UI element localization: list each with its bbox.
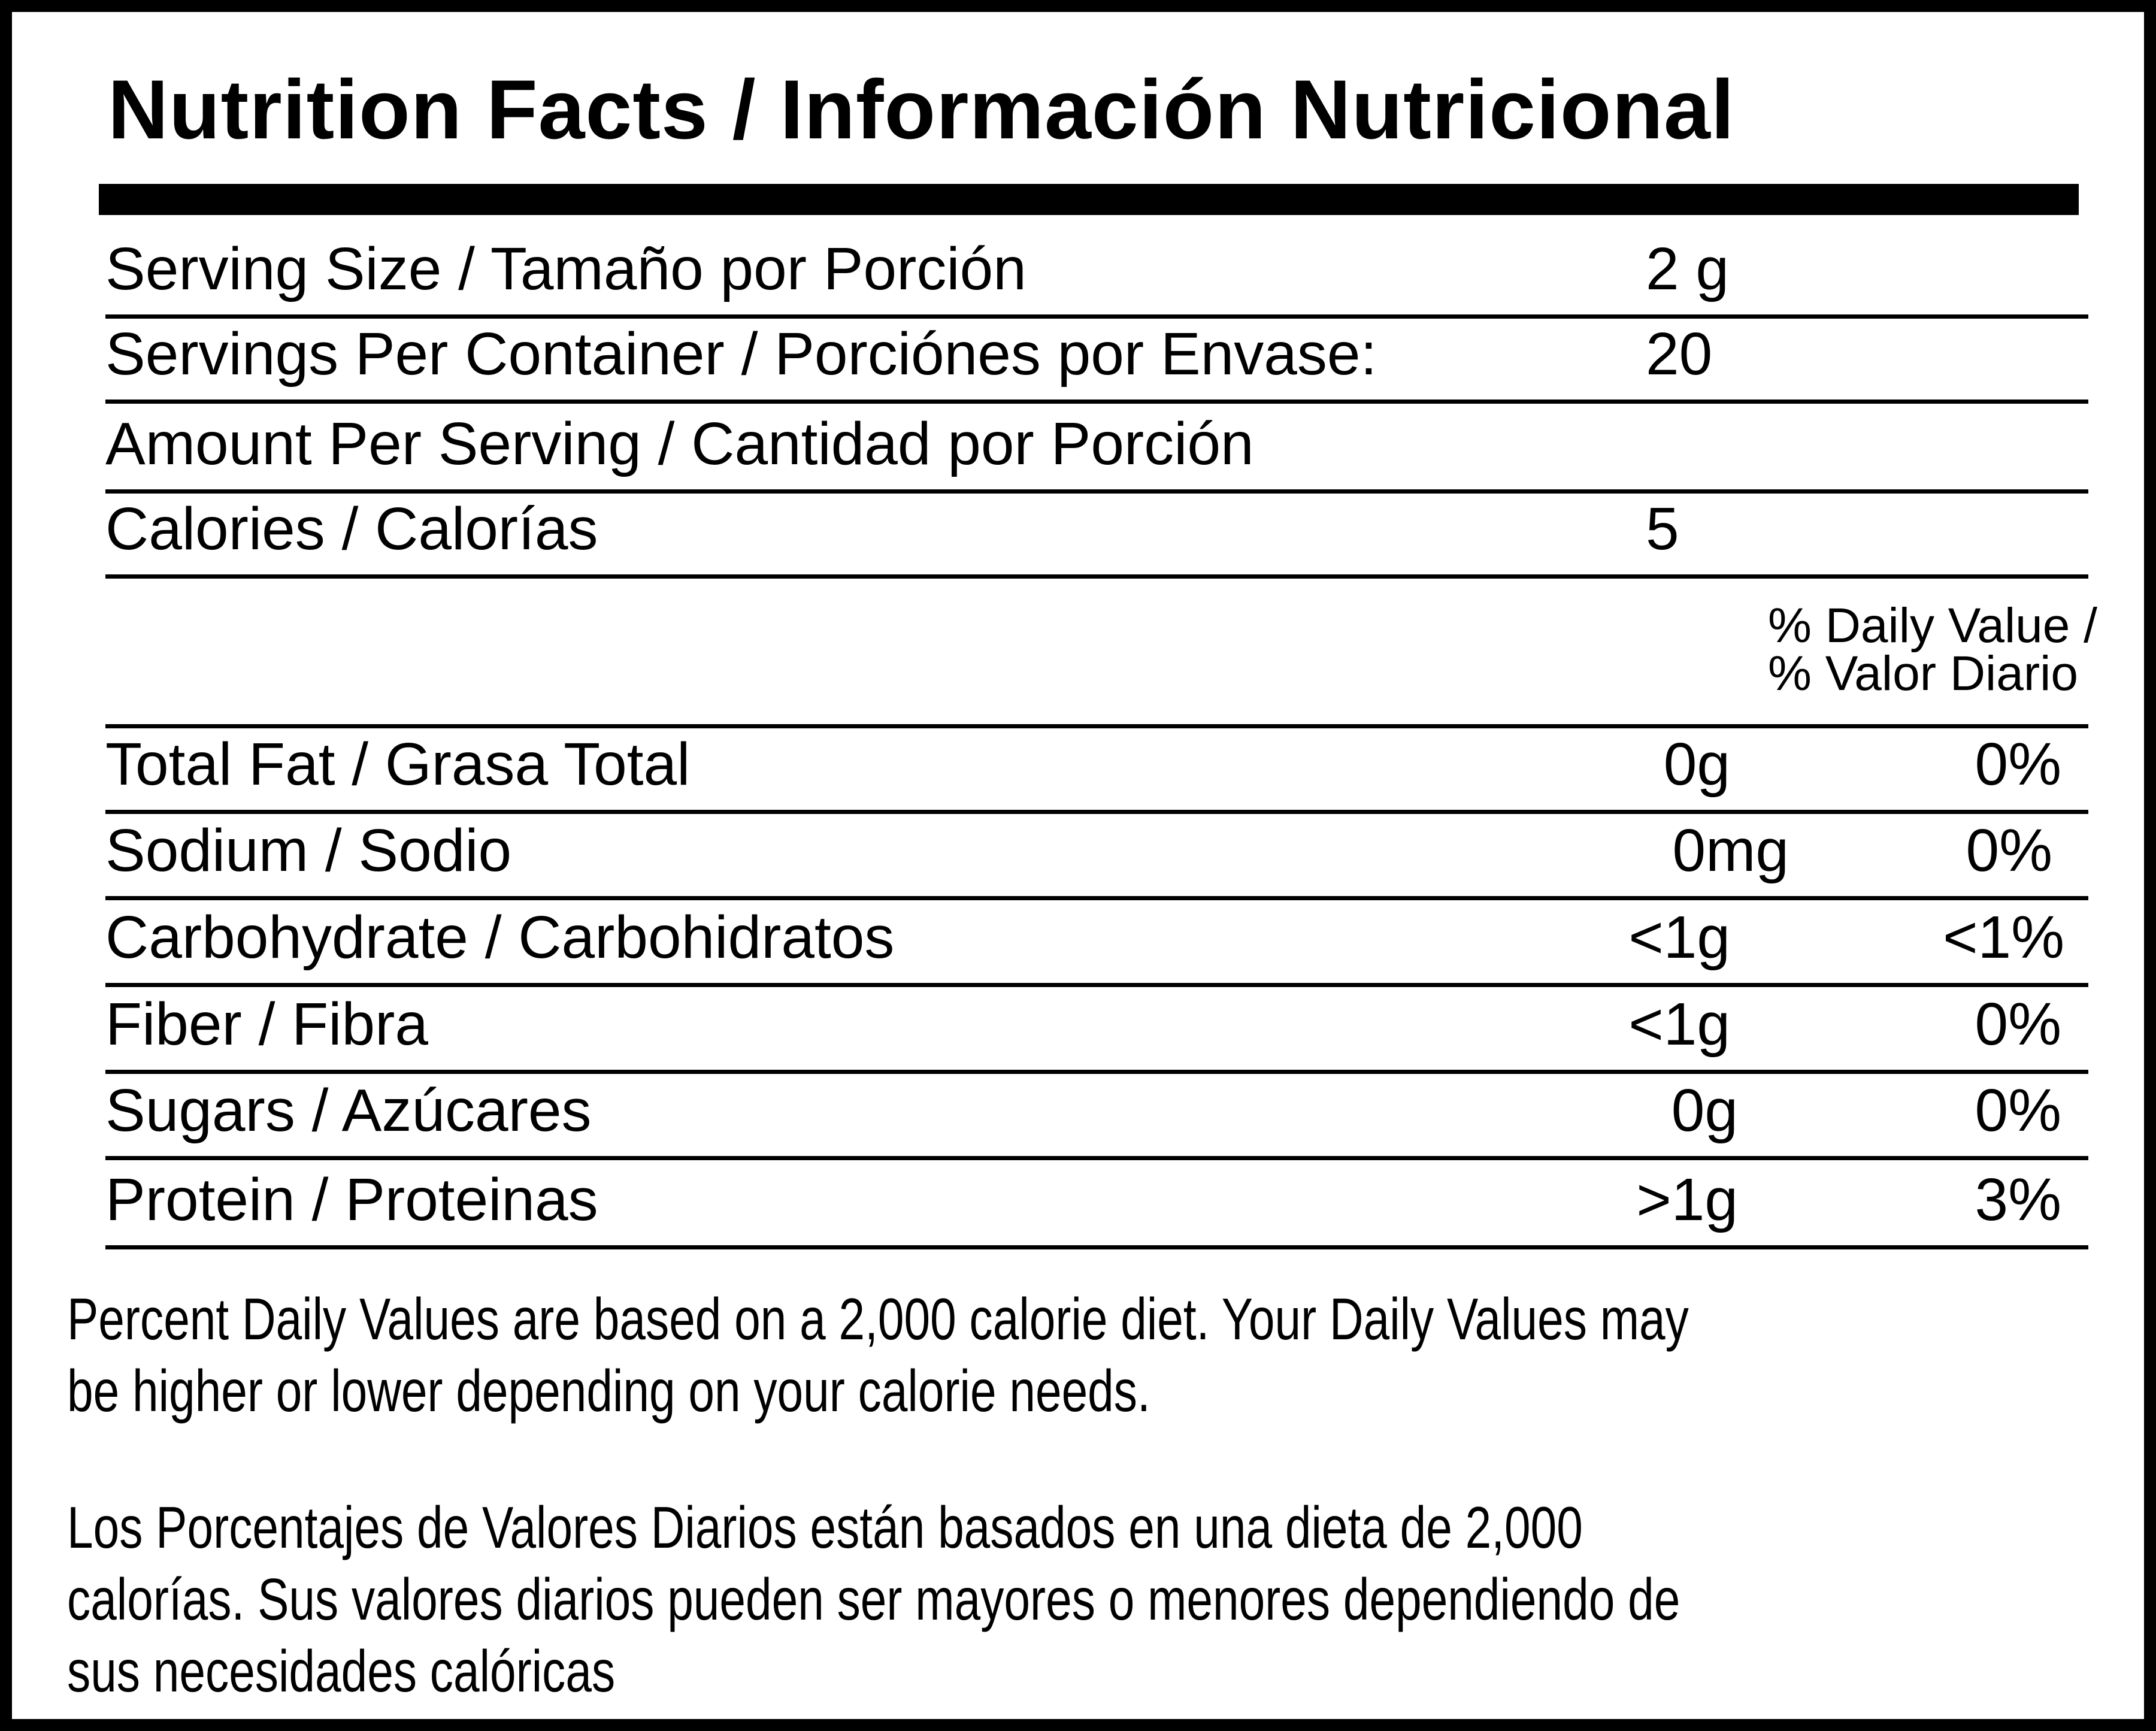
nutrient-percent: <1%	[1943, 904, 2064, 971]
nutrient-label: Total Fat / Grasa Total	[105, 731, 691, 798]
nutrient-row: Protein / Proteinas >1g 3%	[105, 1160, 2088, 1249]
amount-per-serving-row: Amount Per Serving / Cantidad por Porció…	[105, 405, 2088, 494]
nutrient-percent: 0%	[1975, 991, 2061, 1058]
footnote-line: Los Porcentajes de Valores Diarios están…	[67, 1494, 1583, 1560]
nutrient-percent: 3%	[1975, 1166, 2061, 1233]
label-title: Nutrition Facts / Información Nutriciona…	[108, 62, 1735, 156]
servings-per-container-value: 20	[1646, 320, 1713, 388]
nutrient-percent: 0%	[1966, 817, 2052, 884]
thick-divider	[99, 184, 2079, 215]
footnote-line: sus necesidades calóricas	[67, 1638, 616, 1704]
calories-label: Calories / Calorías	[105, 495, 598, 562]
servings-per-container-row: Servings Per Container / Porciónes por E…	[105, 316, 2088, 404]
nutrient-label: Sugars / Azúcares	[105, 1077, 592, 1144]
nutrient-row: Carbohydrate / Carbohidratos <1g <1%	[105, 900, 2088, 987]
footnote-line: calorías. Sus valores diarios pueden ser…	[67, 1566, 1680, 1632]
nutrient-row: Sugars / Azúcares 0g 0%	[105, 1074, 2088, 1160]
nutrient-label: Fiber / Fibra	[105, 991, 429, 1058]
calories-value: 5	[1646, 495, 1679, 562]
footnote-line: Percent Daily Values are based on a 2,00…	[67, 1286, 1689, 1352]
footnote-line: be higher or lower depending on your cal…	[67, 1358, 1150, 1424]
footnote-english: Percent Daily Values are based on a 2,00…	[67, 1283, 1689, 1427]
serving-size-value: 2 g	[1646, 235, 1730, 302]
daily-value-header-es: % Valor Diario	[1768, 646, 2078, 701]
nutrient-row: Total Fat / Grasa Total 0g 0%	[105, 728, 2088, 814]
nutrient-label: Protein / Proteinas	[105, 1166, 598, 1233]
nutrient-percent: 0%	[1975, 731, 2061, 798]
serving-size-label: Serving Size / Tamaño por Porción	[105, 235, 1026, 302]
daily-value-divider	[105, 640, 2088, 728]
nutrient-label: Carbohydrate / Carbohidratos	[105, 904, 895, 971]
daily-value-header-en: % Daily Value /	[1768, 598, 2097, 653]
nutrient-amount: 0g	[1663, 731, 1730, 798]
nutrient-percent: 0%	[1975, 1077, 2061, 1144]
nutrient-amount: 0g	[1671, 1077, 1738, 1144]
nutrient-amount: >1g	[1636, 1166, 1738, 1233]
nutrient-row: Sodium / Sodio 0mg 0%	[105, 814, 2088, 900]
servings-per-container-label: Servings Per Container / Porciónes por E…	[105, 320, 1377, 388]
serving-size-row: Serving Size / Tamaño por Porción 2 g	[105, 231, 2088, 319]
footnote-spanish: Los Porcentajes de Valores Diarios están…	[67, 1491, 1680, 1707]
nutrient-amount: <1g	[1628, 991, 1730, 1058]
nutrient-amount: <1g	[1628, 904, 1730, 971]
nutrient-label: Sodium / Sodio	[105, 817, 512, 884]
daily-value-header: % Daily Value / % Valor Diario	[1768, 598, 2097, 701]
calories-row: Calories / Calorías 5	[105, 491, 2088, 579]
nutrient-row: Fiber / Fibra <1g 0%	[105, 987, 2088, 1074]
amount-per-serving-label: Amount Per Serving / Cantidad por Porció…	[105, 410, 1254, 477]
nutrient-amount: 0mg	[1672, 817, 1789, 884]
